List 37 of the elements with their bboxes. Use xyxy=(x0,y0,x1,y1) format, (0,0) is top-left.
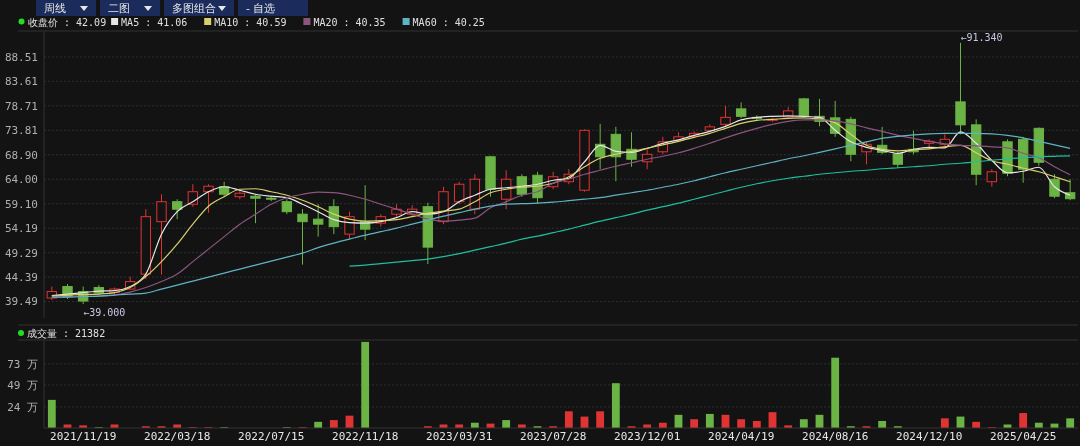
x-tick-label: 2022/07/15 xyxy=(238,430,305,443)
x-tick-label: 2023/12/01 xyxy=(614,430,681,443)
y-tick-label: 73.81 xyxy=(4,124,38,138)
text: 二图 xyxy=(108,2,130,15)
text: 收盘价 : 42.09 xyxy=(28,17,107,28)
y-tick-label: 88.51 xyxy=(4,50,38,64)
y-tick-label: 59.10 xyxy=(4,197,38,211)
y-tick-label: 68.90 xyxy=(4,148,38,162)
legend-label: MA10 : 40.59 xyxy=(214,17,287,28)
x-tick-label: 2022/03/18 xyxy=(144,430,211,443)
text: 周线 xyxy=(44,2,66,15)
x-tick-label: 2024/12/10 xyxy=(896,430,963,443)
y-tick-label: 44.39 xyxy=(4,270,38,284)
x-tick-label: 2022/11/18 xyxy=(332,430,399,443)
y-tick-label: 49 万 xyxy=(7,378,38,392)
y-tick-label: 64.00 xyxy=(4,173,38,187)
x-tick-label: 2023/03/31 xyxy=(426,430,493,443)
legend-label: MA60 : 40.25 xyxy=(412,17,485,28)
text: 成交量 : 21382 xyxy=(27,328,106,339)
y-tick-label: 24 万 xyxy=(7,400,38,414)
y-tick-label: 54.19 xyxy=(4,222,38,236)
annotation: ←91.340 xyxy=(960,31,1003,43)
y-tick-label: 83.61 xyxy=(4,75,38,89)
annotation: ←39.000 xyxy=(83,307,126,319)
y-tick-label: 73 万 xyxy=(7,357,38,371)
text: 多图组合 xyxy=(172,2,216,15)
y-tick-label: 78.71 xyxy=(4,99,38,113)
x-tick-label: 2025/04/25 xyxy=(990,430,1057,443)
x-tick-label: 2024/04/19 xyxy=(708,430,775,443)
text: - 自选 xyxy=(246,2,276,15)
y-tick-label: 49.29 xyxy=(4,246,38,260)
x-tick-label: 2023/07/28 xyxy=(520,430,587,443)
y-tick-label: 39.49 xyxy=(4,295,38,309)
x-tick-label: 2024/08/16 xyxy=(802,430,869,443)
legend-label: MA5 : 41.06 xyxy=(121,17,188,28)
legend-label: MA20 : 40.35 xyxy=(313,17,386,28)
x-tick-label: 2021/11/19 xyxy=(50,430,117,443)
